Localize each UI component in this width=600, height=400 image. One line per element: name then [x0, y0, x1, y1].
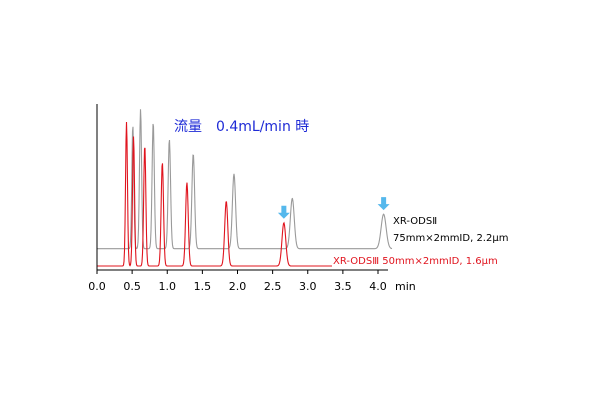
legend-gray-line2: 75mm×2mmID, 2.2μm: [393, 233, 508, 244]
x-tick-label: 0.5: [123, 280, 141, 293]
x-tick-label: 2.5: [264, 280, 282, 293]
legend-gray-line1: XR-ODSⅡ: [393, 216, 437, 227]
legend-red-series: XR-ODSⅢ 50mm×2mmID, 1.6μm: [333, 256, 498, 267]
series-trace-1: [97, 121, 332, 267]
x-tick-labels: 0.0 0.5 1.0 1.5 2.0 2.5 3.0 3.5 4.0: [88, 280, 387, 293]
x-axis: [96, 104, 388, 274]
x-tick-label: 0.0: [88, 280, 106, 293]
x-axis-unit-label: min: [395, 280, 416, 293]
peak-arrow-1: [377, 197, 390, 211]
x-tick-label: 3.0: [299, 280, 317, 293]
x-tick-label: 1.0: [159, 280, 177, 293]
series-trace-0: [97, 109, 393, 250]
x-tick-label: 2.0: [229, 280, 247, 293]
x-tick-label: 4.0: [369, 280, 387, 293]
x-tick-label: 3.5: [334, 280, 352, 293]
x-tick-label: 1.5: [194, 280, 212, 293]
peak-arrow-0: [277, 205, 290, 219]
chart-title: 流量 0.4mL/min 時: [174, 119, 309, 135]
chromatogram-traces: [97, 109, 393, 267]
peak-arrows: [277, 197, 390, 219]
